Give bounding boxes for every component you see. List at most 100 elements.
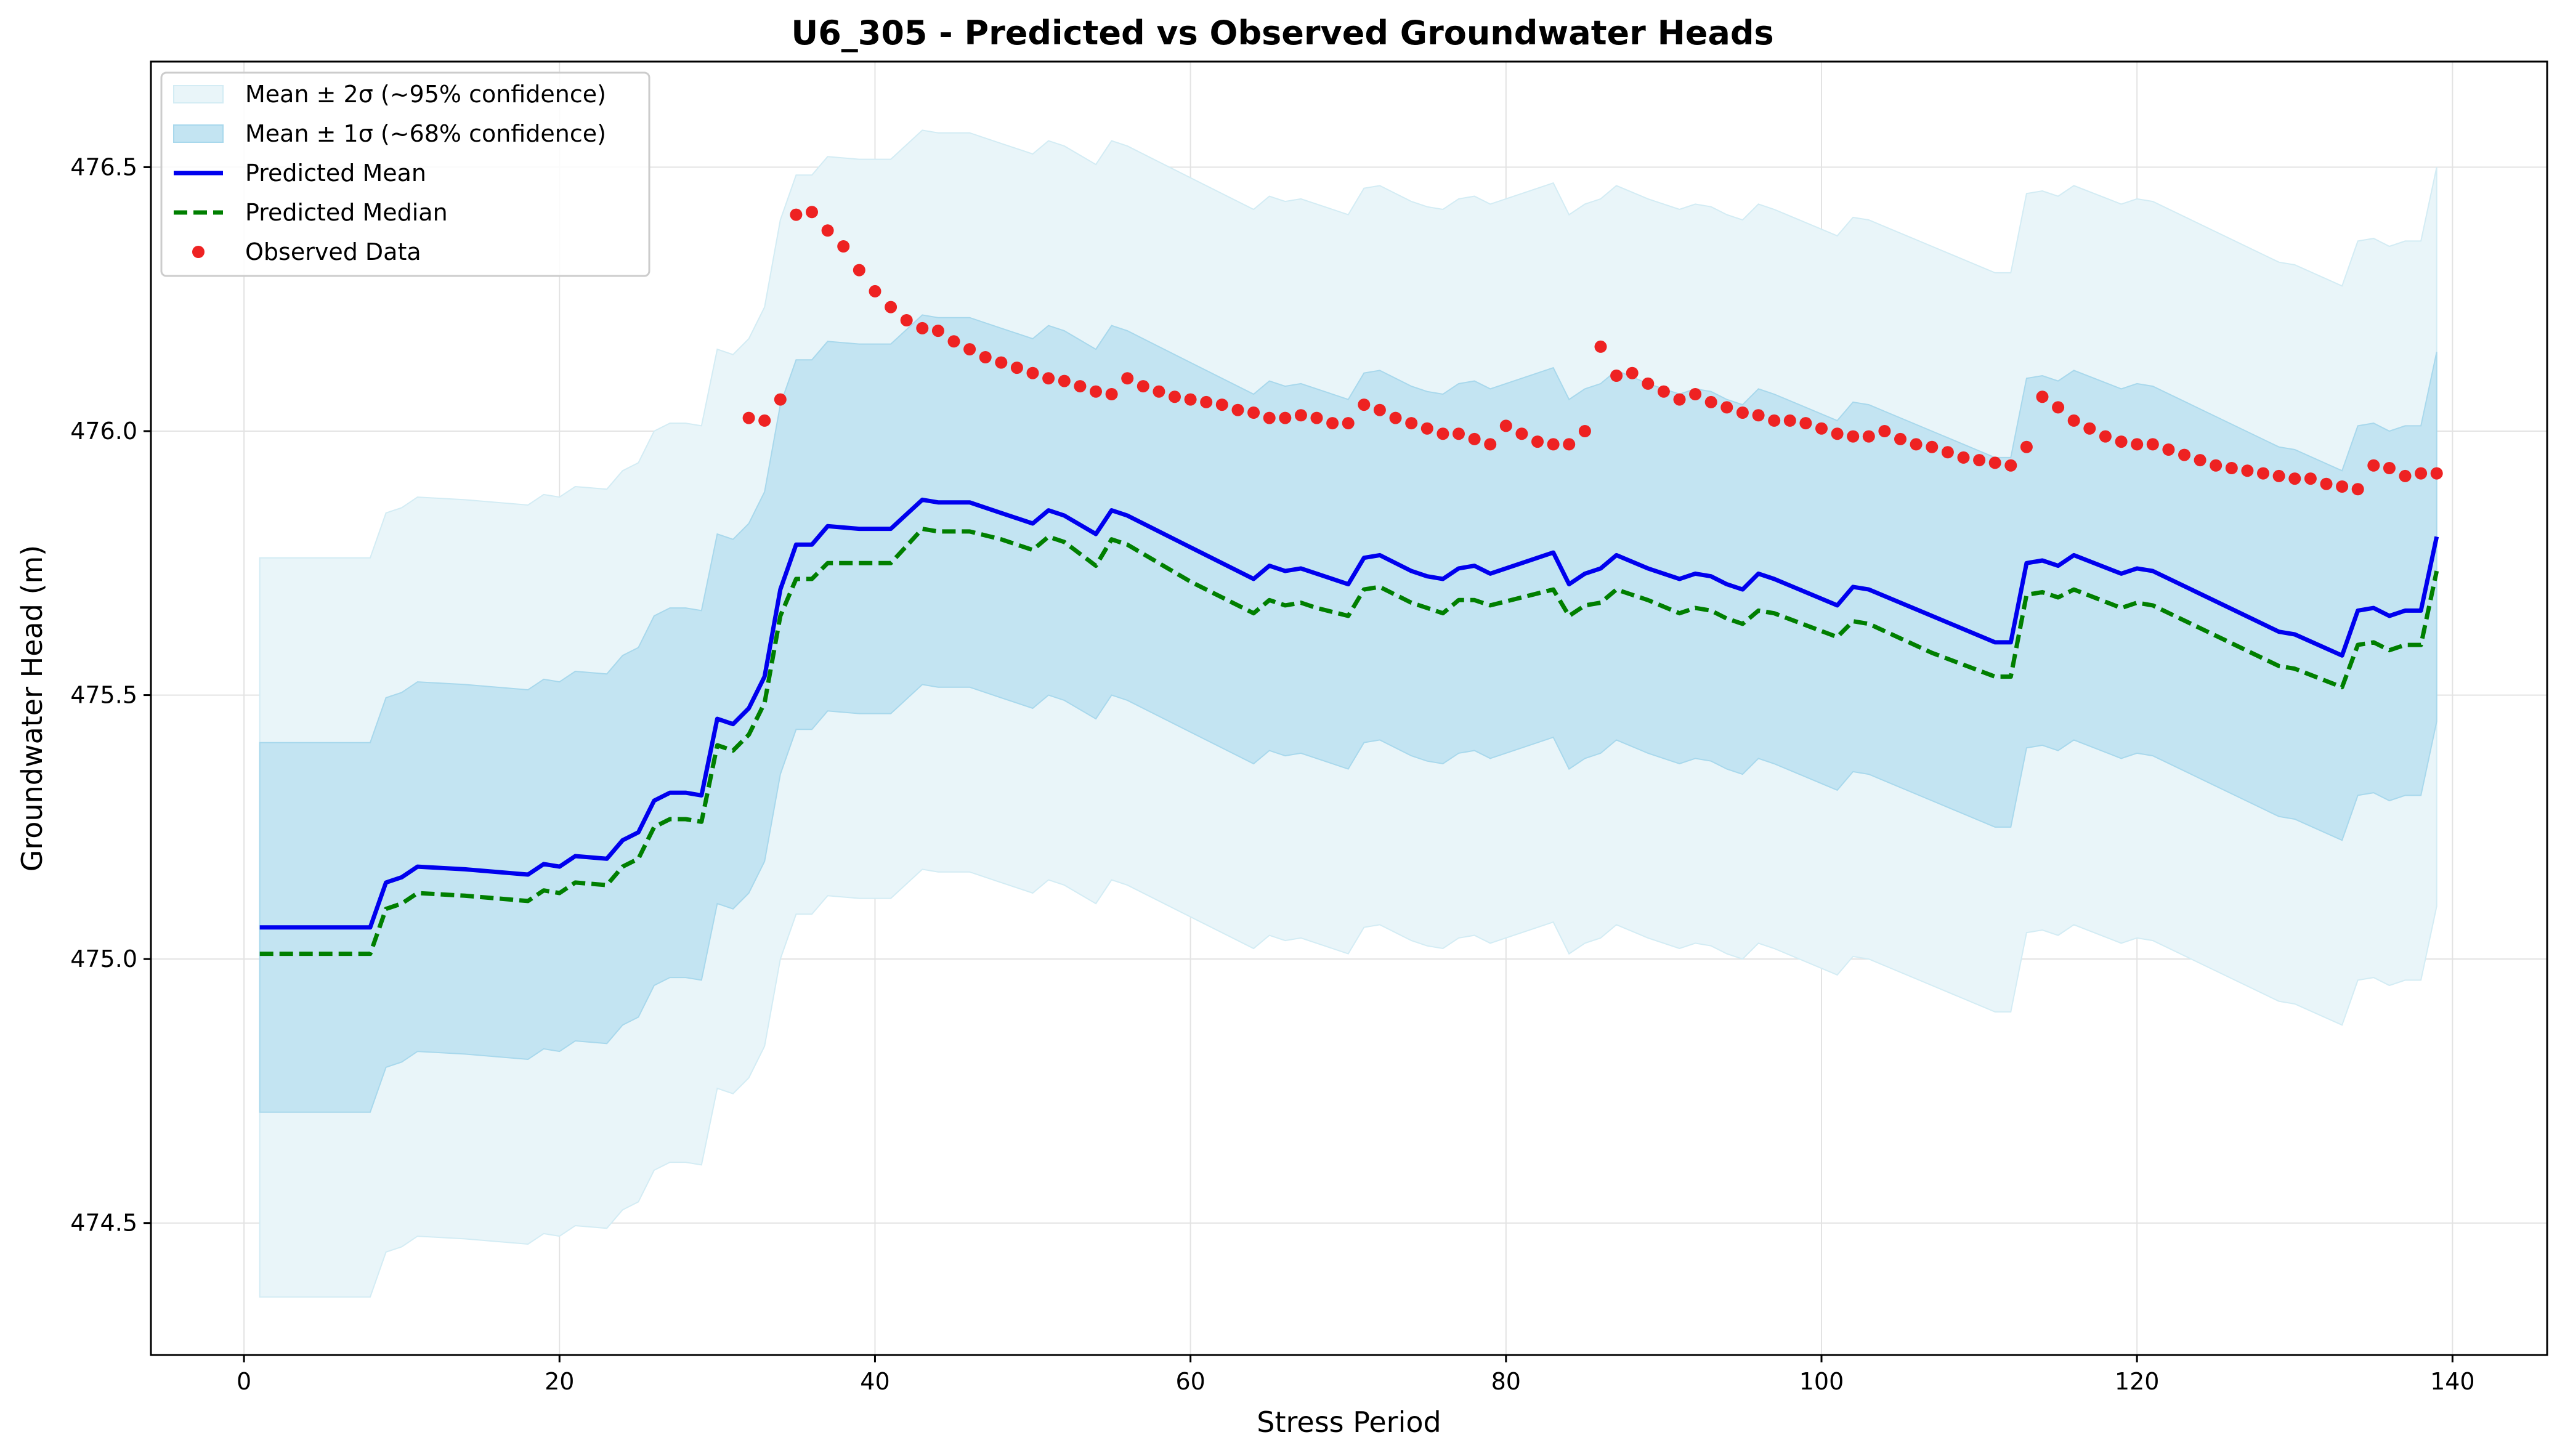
legend-label-median: Predicted Median	[245, 199, 448, 226]
observed-point	[1263, 411, 1276, 424]
x-tick-label: 40	[860, 1368, 889, 1395]
observed-point	[1342, 417, 1355, 430]
observed-point	[1515, 427, 1528, 440]
observed-point	[1215, 398, 1228, 411]
observed-point	[2099, 430, 2112, 443]
y-tick-label: 474.5	[70, 1210, 137, 1237]
observed-point	[1547, 438, 1560, 451]
x-axis-label: Stress Period	[1257, 1405, 1441, 1439]
observed-point	[1184, 393, 1197, 406]
observed-point	[2272, 469, 2285, 482]
observed-point	[1926, 440, 1939, 453]
observed-point	[1531, 435, 1544, 448]
x-tick-label: 100	[1799, 1368, 1844, 1395]
observed-point	[1862, 430, 1875, 443]
observed-point	[1736, 406, 1749, 419]
observed-point	[2304, 472, 2317, 485]
observed-point	[2288, 472, 2301, 485]
observed-point	[1231, 403, 1244, 416]
observed-point	[1453, 427, 1465, 440]
observed-point	[1578, 425, 1591, 437]
observed-point	[2052, 401, 2065, 414]
observed-point	[1058, 374, 1071, 387]
observed-point	[1752, 409, 1765, 422]
observed-point	[1626, 366, 1639, 379]
observed-point	[1137, 380, 1149, 393]
observed-point	[2210, 459, 2223, 472]
observed-point	[1436, 427, 1449, 440]
series-predicted-median	[259, 527, 2439, 957]
observed-point	[2036, 390, 2049, 403]
observed-point	[1594, 340, 1607, 353]
observed-point	[1420, 422, 1433, 435]
observed-point	[1673, 393, 1686, 406]
x-tick-label: 60	[1175, 1368, 1205, 1395]
observed-point	[2178, 448, 2190, 461]
observed-point	[1657, 385, 1670, 398]
observed-point	[1405, 417, 1418, 430]
observed-point	[2146, 438, 2159, 451]
observed-point	[2383, 462, 2396, 474]
observed-point	[2320, 477, 2333, 490]
observed-point	[1910, 438, 1923, 451]
series-predicted-mean	[259, 497, 2439, 930]
observed-point	[1973, 454, 1986, 467]
y-tick-label: 475.0	[70, 945, 137, 973]
observed-point	[1310, 411, 1323, 424]
legend: Mean ± 2σ (~95% confidence) Mean ± 1σ (~…	[160, 71, 650, 277]
observed-point	[1783, 414, 1796, 427]
observed-point	[1878, 425, 1891, 437]
observed-point	[1200, 395, 1213, 408]
observed-point	[979, 351, 992, 363]
observed-point	[1499, 419, 1512, 432]
observed-point	[1294, 409, 1307, 422]
observed-point	[1799, 417, 1812, 430]
observed-point	[2336, 480, 2349, 493]
observed-point	[2241, 464, 2254, 477]
observed-point	[758, 414, 771, 427]
observed-point	[2415, 467, 2428, 480]
observed-point	[1610, 370, 1623, 382]
legend-frame	[160, 71, 650, 277]
observed-point	[1468, 432, 1481, 445]
observed-point	[1720, 401, 1733, 414]
y-axis-label: Groundwater Head (m)	[15, 545, 49, 872]
x-tick-label: 120	[2115, 1368, 2160, 1395]
series-lines-layer	[259, 497, 2439, 957]
observed-point	[2225, 462, 2238, 474]
x-tick-label: 0	[237, 1368, 251, 1395]
observed-point	[1768, 414, 1781, 427]
observed-point	[885, 301, 898, 313]
legend-swatch-observed	[192, 246, 205, 258]
x-tick-label: 80	[1491, 1368, 1521, 1395]
observed-point	[2067, 414, 2080, 427]
observed-point	[2430, 467, 2443, 480]
observed-point	[2115, 435, 2128, 448]
observed-point	[1121, 372, 1134, 385]
legend-label-observed: Observed Data	[245, 238, 421, 265]
observed-point	[853, 264, 865, 277]
y-tick-label: 476.0	[70, 418, 137, 445]
y-tick-label: 476.5	[70, 153, 137, 180]
observed-point	[1090, 385, 1102, 398]
band-1sigma-layer	[259, 314, 2437, 1113]
observed-point	[1389, 411, 1402, 424]
observed-point	[1831, 427, 1844, 440]
observed-point	[2004, 459, 2017, 472]
observed-point	[869, 285, 881, 297]
observed-point	[1957, 451, 1970, 464]
observed-point	[2367, 459, 2380, 472]
observed-point	[806, 206, 818, 219]
observed-point	[2162, 443, 2175, 456]
y-tick-label: 475.5	[70, 682, 137, 709]
observed-point	[2399, 469, 2412, 482]
observed-point	[1941, 446, 1954, 459]
observed-point	[1894, 432, 1907, 445]
observed-point	[2083, 422, 2096, 435]
plot-frame	[150, 60, 2548, 1356]
observed-point	[2194, 454, 2206, 467]
observed-point	[821, 224, 834, 237]
observed-point	[1484, 438, 1497, 451]
x-tick-label: 140	[2430, 1368, 2475, 1395]
